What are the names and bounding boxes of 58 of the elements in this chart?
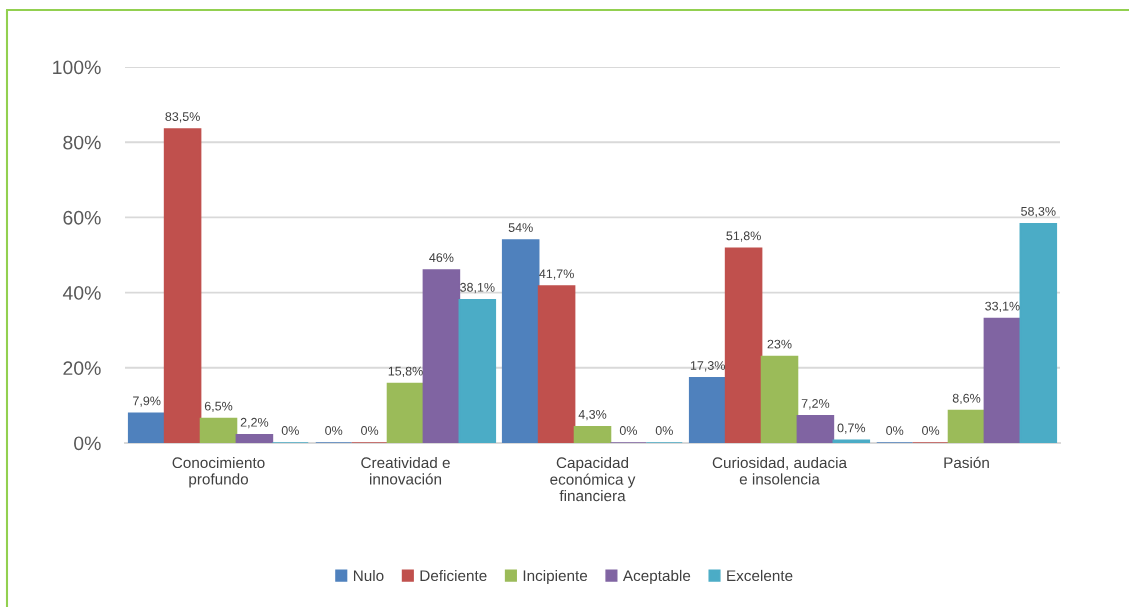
bar xyxy=(163,128,202,443)
bar xyxy=(796,415,835,443)
data-label: 0% xyxy=(619,426,637,435)
x-tick-label: Conocimiento profundo xyxy=(172,456,265,488)
data-label: 38,1% xyxy=(460,282,495,294)
legend-label: Incipiente xyxy=(523,569,588,585)
bar xyxy=(983,317,1022,443)
data-label: 0,7% xyxy=(837,423,866,434)
y-tick-label: 20% xyxy=(63,361,101,376)
data-label: 0% xyxy=(886,426,904,435)
data-label: 8,6% xyxy=(952,393,981,405)
data-label: 33,1% xyxy=(985,301,1020,312)
bar xyxy=(537,285,576,443)
x-tick-label: Pasión xyxy=(944,456,989,469)
bar xyxy=(422,269,461,443)
data-label: 0% xyxy=(922,426,940,435)
bar xyxy=(386,382,425,443)
bar xyxy=(947,409,986,443)
bar xyxy=(724,247,763,443)
data-label: 7,9% xyxy=(133,396,161,407)
data-label: 58,3% xyxy=(1021,206,1056,218)
data-label: 0% xyxy=(655,426,673,435)
data-label: 41,7% xyxy=(539,269,574,280)
data-label: 83,5% xyxy=(165,112,200,123)
bar xyxy=(688,377,727,443)
x-tick-label: Curiosidad, audacia e insolencia xyxy=(712,456,848,485)
bar xyxy=(199,417,238,443)
data-label: 51,8% xyxy=(726,231,761,242)
bar xyxy=(760,355,799,443)
legend-label: Aceptable xyxy=(622,569,691,585)
y-tick-label: 60% xyxy=(63,210,101,225)
data-label: 46% xyxy=(429,253,454,263)
y-tick-label: 80% xyxy=(63,135,101,150)
data-label: 6,5% xyxy=(204,401,233,413)
data-label: 0% xyxy=(281,426,299,435)
data-label: 23% xyxy=(767,339,792,349)
x-tick-label: Creatividad e innovación xyxy=(361,456,450,485)
y-tick-label: 0% xyxy=(74,436,101,451)
data-label: 4,3% xyxy=(578,409,607,421)
legend-label: Nulo xyxy=(353,569,384,582)
bar xyxy=(235,433,274,443)
data-label: 17,3% xyxy=(690,361,725,372)
y-tick-label: 40% xyxy=(62,286,101,300)
bar xyxy=(1019,222,1058,443)
bar xyxy=(501,239,540,443)
bar xyxy=(127,412,166,443)
data-label: 0% xyxy=(361,426,379,435)
y-tick-label: 100% xyxy=(53,60,101,75)
legend-label: Deficiente xyxy=(420,569,487,582)
data-label: 2,2% xyxy=(240,417,269,429)
legend-label: Excelente xyxy=(727,569,793,582)
data-label: 0% xyxy=(325,426,343,435)
data-label: 7,2% xyxy=(801,399,830,410)
bar xyxy=(573,425,612,443)
x-tick-label: Capacidad económica y financiera xyxy=(550,456,636,502)
data-label: 15,8% xyxy=(388,366,423,378)
data-label: 54% xyxy=(508,223,533,232)
bar xyxy=(458,298,497,443)
